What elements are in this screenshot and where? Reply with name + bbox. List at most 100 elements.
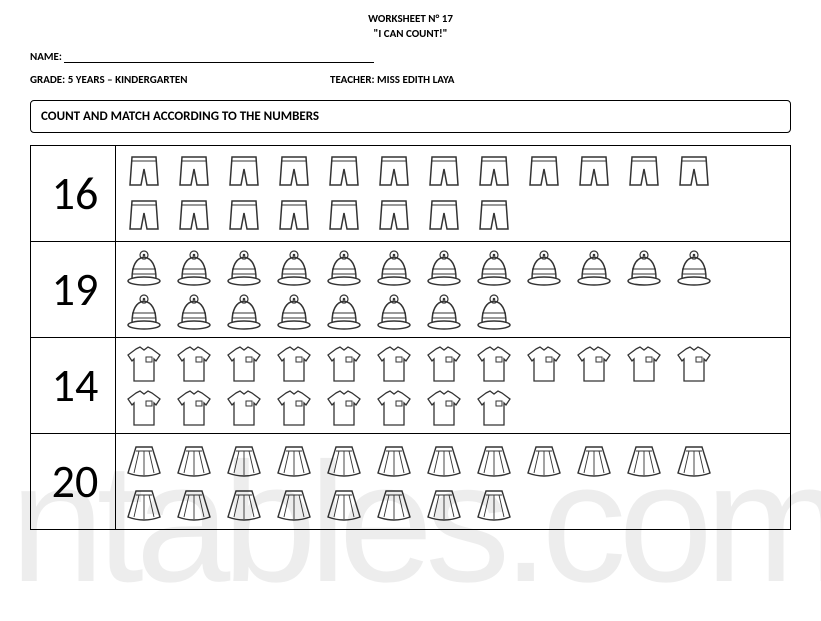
shirt-icon xyxy=(272,387,316,429)
shirt-icon xyxy=(472,387,516,429)
shorts-icon xyxy=(372,151,416,193)
shirt-icon xyxy=(522,343,566,385)
shorts-icon xyxy=(322,151,366,193)
skirt-icon xyxy=(422,439,466,481)
hat-icon xyxy=(172,247,216,289)
hat-icon xyxy=(122,247,166,289)
skirt-icon xyxy=(172,439,216,481)
teacher-label: TEACHER: MISS EDITH LAYA xyxy=(330,73,454,86)
shorts-icon xyxy=(172,195,216,237)
shirt-icon xyxy=(222,343,266,385)
skirt-icon xyxy=(122,483,166,525)
counting-grid: 16 xyxy=(30,145,791,530)
grid-row: 14 xyxy=(31,337,790,433)
shorts-icon xyxy=(222,195,266,237)
shirt-icon xyxy=(622,343,666,385)
items-cell xyxy=(116,242,790,337)
shirt-icon xyxy=(222,387,266,429)
hat-icon xyxy=(572,247,616,289)
skirt-icon xyxy=(322,483,366,525)
shirt-icon xyxy=(422,387,466,429)
shirt-icon xyxy=(372,343,416,385)
item-row xyxy=(122,483,784,525)
hat-icon xyxy=(372,247,416,289)
shorts-icon xyxy=(272,151,316,193)
skirt-icon xyxy=(172,483,216,525)
hat-icon xyxy=(322,291,366,333)
shorts-icon xyxy=(472,195,516,237)
name-underline[interactable] xyxy=(64,53,374,63)
item-row xyxy=(122,387,784,429)
number-cell: 19 xyxy=(31,242,116,337)
grid-row: 20 xyxy=(31,433,790,529)
item-row xyxy=(122,247,784,289)
hat-icon xyxy=(222,247,266,289)
hat-icon xyxy=(422,247,466,289)
item-row xyxy=(122,343,784,385)
shorts-icon xyxy=(322,195,366,237)
shorts-icon xyxy=(122,151,166,193)
grade-label: GRADE: 5 YEARS – KINDERGARTEN xyxy=(30,73,330,86)
shirt-icon xyxy=(322,387,366,429)
shorts-icon xyxy=(522,151,566,193)
skirt-icon xyxy=(472,439,516,481)
hat-icon xyxy=(222,291,266,333)
items-cell xyxy=(116,338,790,433)
skirt-icon xyxy=(522,439,566,481)
shorts-icon xyxy=(122,195,166,237)
number-cell: 16 xyxy=(31,146,116,241)
shirt-icon xyxy=(272,343,316,385)
shirt-icon xyxy=(172,387,216,429)
hat-icon xyxy=(472,247,516,289)
shorts-icon xyxy=(572,151,616,193)
skirt-icon xyxy=(122,439,166,481)
skirt-icon xyxy=(222,483,266,525)
item-row xyxy=(122,291,784,333)
name-field: NAME: xyxy=(30,50,791,63)
skirt-icon xyxy=(322,439,366,481)
item-row xyxy=(122,151,784,193)
skirt-icon xyxy=(672,439,716,481)
hat-icon xyxy=(272,247,316,289)
grid-row: 16 xyxy=(31,145,790,241)
hat-icon xyxy=(272,291,316,333)
skirt-icon xyxy=(372,483,416,525)
shirt-icon xyxy=(172,343,216,385)
skirt-icon xyxy=(422,483,466,525)
shorts-icon xyxy=(372,195,416,237)
shirt-icon xyxy=(572,343,616,385)
skirt-icon xyxy=(622,439,666,481)
hat-icon xyxy=(172,291,216,333)
items-cell xyxy=(116,434,790,529)
hat-icon xyxy=(622,247,666,289)
hat-icon xyxy=(522,247,566,289)
worksheet-number: WORKSHEET N° 17 xyxy=(30,12,791,25)
shorts-icon xyxy=(422,195,466,237)
name-label: NAME: xyxy=(30,50,62,63)
skirt-icon xyxy=(272,439,316,481)
hat-icon xyxy=(672,247,716,289)
number-cell: 20 xyxy=(31,434,116,529)
shirt-icon xyxy=(672,343,716,385)
shorts-icon xyxy=(172,151,216,193)
hat-icon xyxy=(322,247,366,289)
shirt-icon xyxy=(422,343,466,385)
skirt-icon xyxy=(572,439,616,481)
shirt-icon xyxy=(122,343,166,385)
shorts-icon xyxy=(472,151,516,193)
items-cell xyxy=(116,146,790,241)
shirt-icon xyxy=(472,343,516,385)
shorts-icon xyxy=(422,151,466,193)
shorts-icon xyxy=(622,151,666,193)
shorts-icon xyxy=(222,151,266,193)
skirt-icon xyxy=(272,483,316,525)
number-cell: 14 xyxy=(31,338,116,433)
shirt-icon xyxy=(122,387,166,429)
shirt-icon xyxy=(372,387,416,429)
item-row xyxy=(122,439,784,481)
instruction-box: COUNT AND MATCH ACCORDING TO THE NUMBERS xyxy=(30,100,791,133)
hat-icon xyxy=(122,291,166,333)
item-row xyxy=(122,195,784,237)
skirt-icon xyxy=(472,483,516,525)
shorts-icon xyxy=(272,195,316,237)
